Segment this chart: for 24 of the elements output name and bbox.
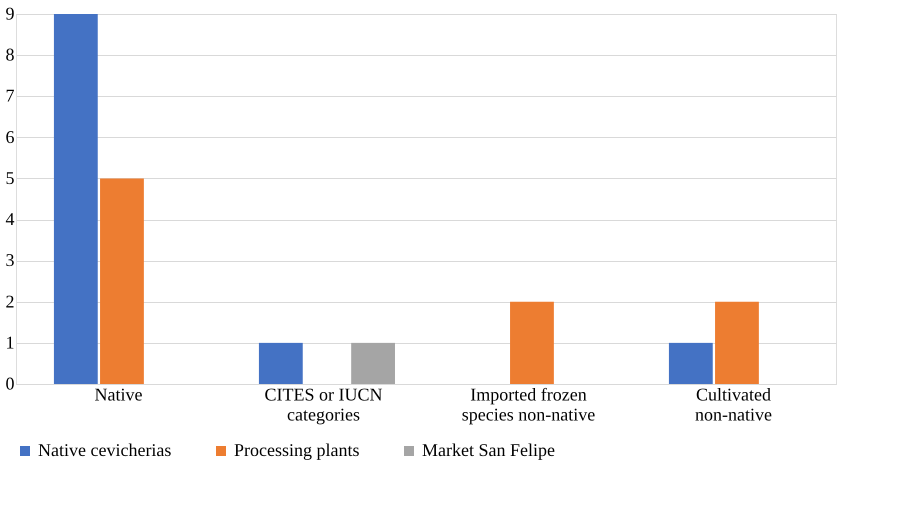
bar (715, 302, 759, 384)
x-tick-label: CITES or IUCN categories (264, 384, 382, 424)
x-tick-label: Imported frozen species non-native (462, 384, 596, 424)
y-tick-label: 2 (6, 291, 14, 312)
x-tick-label: Cultivated non-native (695, 384, 772, 424)
x-tick-label: Native (94, 384, 142, 404)
y-tick-label: 4 (6, 209, 14, 230)
y-tick-label: 1 (6, 332, 14, 352)
y-tick-label: 9 (6, 4, 14, 24)
y-tick-label: 8 (6, 44, 14, 65)
legend-label: Native cevicherias (38, 440, 172, 460)
bar (510, 302, 554, 384)
y-tick-label: 5 (6, 168, 14, 188)
y-tick-label: 0 (6, 374, 14, 394)
legend-label: Processing plants (234, 440, 360, 460)
y-tick-label: 3 (6, 250, 14, 270)
bar (351, 342, 395, 384)
bar (668, 342, 713, 384)
bar (258, 342, 303, 384)
y-tick-label: 7 (6, 86, 14, 106)
legend-label: Market San Felipe (422, 440, 555, 460)
bar (54, 14, 98, 384)
y-tick-label: 6 (6, 126, 14, 147)
bar (100, 178, 144, 384)
